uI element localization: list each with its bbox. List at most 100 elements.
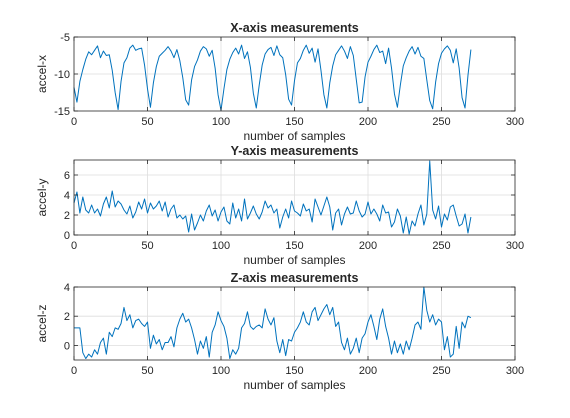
data-point xyxy=(367,321,368,322)
data-point xyxy=(317,206,318,207)
data-point xyxy=(229,358,230,359)
data-point xyxy=(215,67,216,68)
data-point xyxy=(403,65,404,66)
data-point xyxy=(212,332,213,333)
data-point xyxy=(238,208,239,209)
x-axis-label: number of samples xyxy=(243,378,345,392)
data-point xyxy=(97,208,98,209)
data-point xyxy=(200,50,201,51)
data-point xyxy=(241,327,242,328)
data-point xyxy=(103,338,104,339)
data-point xyxy=(341,342,342,343)
data-point xyxy=(259,324,260,325)
x-tick-label: 250 xyxy=(432,365,450,377)
chart-panel-1: 0 50 100 150 200 250 300 -15 -10 -5 X-axis measure… xyxy=(35,21,524,143)
x-tick-label: 250 xyxy=(432,240,450,252)
x-tick-label: 300 xyxy=(506,116,524,128)
data-point xyxy=(206,48,207,49)
data-point xyxy=(82,352,83,353)
data-point xyxy=(120,203,121,204)
y-tick-label: 0 xyxy=(64,230,70,242)
data-point xyxy=(79,212,80,213)
data-point xyxy=(364,333,365,334)
data-point xyxy=(294,210,295,211)
data-point xyxy=(279,227,280,228)
data-point xyxy=(409,349,410,350)
data-point xyxy=(103,50,104,51)
data-point xyxy=(444,213,445,214)
data-point xyxy=(426,310,427,311)
data-point xyxy=(238,53,239,54)
data-point xyxy=(414,53,415,54)
data-point xyxy=(173,346,174,347)
y-tick-label: 6 xyxy=(64,170,70,182)
data-point xyxy=(156,205,157,206)
data-point xyxy=(256,326,257,327)
x-tick-label: 300 xyxy=(506,365,524,377)
x-tick-label: 100 xyxy=(212,240,230,252)
data-point xyxy=(391,226,392,227)
data-point xyxy=(153,82,154,83)
x-tick-label: 50 xyxy=(141,240,153,252)
data-point xyxy=(317,48,318,49)
data-point xyxy=(362,216,363,217)
data-point xyxy=(85,59,86,60)
data-point xyxy=(456,326,457,327)
data-point xyxy=(459,225,460,226)
data-point xyxy=(103,203,104,204)
data-point xyxy=(156,343,157,344)
data-point xyxy=(118,200,119,201)
data-point xyxy=(112,70,113,71)
data-point xyxy=(291,104,292,105)
data-point xyxy=(141,208,142,209)
data-point xyxy=(220,320,221,321)
data-point xyxy=(273,212,274,213)
data-point xyxy=(76,327,77,328)
data-point xyxy=(444,48,445,49)
data-point xyxy=(173,204,174,205)
data-point xyxy=(300,215,301,216)
data-point xyxy=(344,50,345,51)
data-point xyxy=(167,216,168,217)
data-point xyxy=(91,54,92,55)
data-point xyxy=(235,354,236,355)
y-tick-label: 0 xyxy=(64,340,70,352)
data-point xyxy=(256,107,257,108)
y-tick-label: -15 xyxy=(54,106,70,118)
data-point xyxy=(135,50,136,51)
data-point xyxy=(203,220,204,221)
data-point xyxy=(88,51,89,52)
data-point xyxy=(79,81,80,82)
data-point xyxy=(94,212,95,213)
series-line xyxy=(74,286,472,360)
data-point xyxy=(353,348,354,349)
data-point xyxy=(412,220,413,221)
data-point xyxy=(373,326,374,327)
data-point xyxy=(470,317,471,318)
data-point xyxy=(276,208,277,209)
data-point xyxy=(194,229,195,230)
data-point xyxy=(185,99,186,100)
data-point xyxy=(432,314,433,315)
y-tick-label: -5 xyxy=(60,32,70,44)
data-point xyxy=(335,212,336,213)
data-point xyxy=(332,229,333,230)
data-point xyxy=(215,209,216,210)
data-point xyxy=(456,48,457,49)
data-point xyxy=(115,206,116,207)
data-point xyxy=(167,46,168,47)
data-point xyxy=(253,205,254,206)
data-point xyxy=(138,48,139,49)
data-point xyxy=(265,200,266,201)
data-point xyxy=(326,304,327,305)
chart-panel-2: 0 50 100 150 200 250 300 0 2 4 6 Y-axis measurement… xyxy=(35,144,524,267)
data-point xyxy=(382,308,383,309)
data-point xyxy=(209,204,210,205)
data-point xyxy=(362,102,363,103)
data-point xyxy=(141,48,142,49)
data-point xyxy=(391,354,392,355)
data-point xyxy=(297,212,298,213)
data-point xyxy=(288,99,289,100)
data-point xyxy=(276,340,277,341)
